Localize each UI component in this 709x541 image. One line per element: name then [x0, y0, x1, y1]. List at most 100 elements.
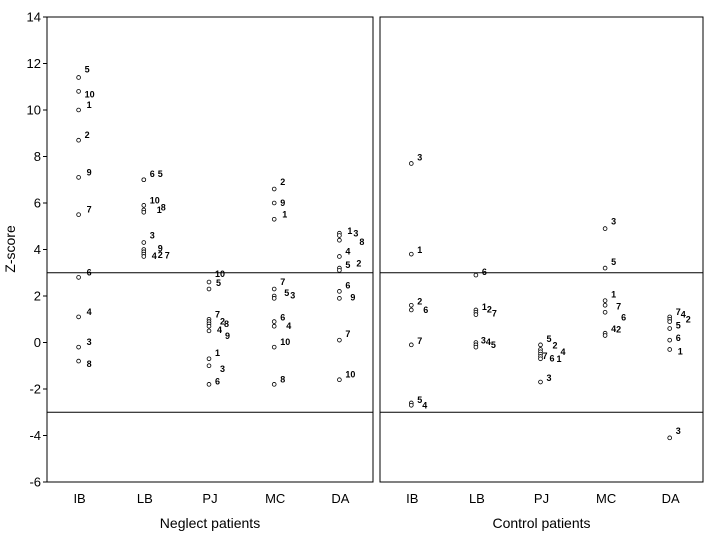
data-point-label: 4 [611, 324, 616, 334]
data-point [141, 210, 147, 215]
data-point [337, 296, 342, 301]
y-tick-label: 10 [27, 103, 41, 118]
data-point [141, 254, 147, 259]
data-point-label: 9 [280, 198, 285, 208]
data-point [473, 312, 479, 317]
data-point-label: 1 [282, 209, 287, 219]
data-point [473, 272, 479, 278]
y-tick-label: 6 [34, 196, 41, 211]
data-point-label: 7 [616, 301, 621, 311]
data-point-label: 4 [87, 307, 92, 317]
data-point [206, 363, 212, 369]
data-point-label: 1 [157, 205, 162, 215]
data-point [602, 265, 608, 271]
data-point-label: 1 [215, 348, 220, 358]
plot-frame [46, 16, 374, 483]
data-point [271, 216, 277, 222]
data-point-label: 2 [616, 325, 621, 335]
y-tick-label: 8 [34, 149, 41, 164]
data-point-label: 10 [150, 195, 160, 205]
data-point-label: 10 [215, 269, 225, 279]
data-point-label: 2 [220, 317, 225, 327]
data-point [271, 319, 277, 324]
data-point-label: 1 [678, 346, 683, 356]
data-point-label: 1 [482, 302, 487, 312]
data-point [206, 323, 212, 329]
data-point-label: 1 [417, 245, 422, 255]
data-point [76, 212, 81, 217]
data-point [538, 342, 543, 348]
data-point-label: 6 [87, 267, 92, 277]
data-point [337, 289, 342, 294]
data-point [76, 344, 81, 350]
data-point [602, 309, 608, 315]
data-point-label: 7 [417, 336, 422, 346]
data-point-label: 3 [611, 217, 616, 227]
data-point-label: 3 [87, 337, 92, 347]
x-tick-label-pj: PJ [202, 491, 217, 506]
data-point-label: 3 [417, 152, 422, 162]
data-point [538, 356, 543, 362]
x-tick-label-lb: LB [137, 491, 153, 506]
data-point-label: 4 [422, 400, 427, 410]
data-point [271, 344, 277, 350]
x-tick-label-mc: MC [265, 491, 285, 506]
data-point-label: 7 [492, 309, 497, 319]
data-point [76, 75, 81, 80]
data-point [141, 203, 147, 208]
data-point [206, 356, 212, 362]
data-point-label: 5 [284, 288, 289, 298]
data-point-label: 10 [85, 89, 95, 99]
data-point-label: 4 [152, 251, 157, 261]
data-point-label: 3 [676, 426, 681, 436]
data-point-label: 8 [280, 374, 285, 384]
data-point [76, 314, 81, 320]
data-point-label: 3 [150, 231, 155, 241]
x-tick-label-lb: LB [469, 491, 485, 506]
data-point-label: 9 [350, 292, 355, 302]
data-point-label: 2 [85, 130, 90, 140]
data-point-label: 8 [161, 202, 166, 212]
data-point [408, 302, 414, 308]
data-point-label: 5 [611, 257, 616, 267]
data-point-label: 6 [550, 353, 555, 363]
data-point [602, 333, 608, 338]
data-point [667, 326, 672, 331]
data-point [271, 186, 277, 192]
data-point-label: 5 [345, 260, 350, 270]
data-point [602, 226, 608, 231]
data-point [337, 268, 342, 273]
data-point-label: 7 [345, 329, 350, 339]
data-point-label: 7 [280, 277, 285, 287]
data-point-label: 4 [486, 337, 491, 347]
data-point-label: 8 [224, 319, 229, 329]
data-point-label: 6 [280, 313, 285, 323]
data-point [408, 402, 414, 408]
data-point [76, 89, 81, 94]
data-point [602, 298, 608, 303]
y-tick-label: 2 [34, 289, 41, 304]
data-point [337, 233, 342, 238]
data-point-label: 5 [547, 334, 552, 344]
data-point-label: 9 [87, 167, 92, 177]
data-point [141, 240, 147, 245]
x-tick-label-da: DA [331, 491, 349, 506]
data-point [206, 328, 212, 334]
data-point [271, 382, 277, 387]
data-point-label: 5 [417, 395, 422, 405]
y-tick-label: 0 [34, 335, 41, 350]
data-point [76, 358, 81, 364]
y-tick-label: -2 [29, 382, 41, 397]
data-point-label: 7 [165, 250, 170, 260]
data-point-label: 6 [423, 305, 428, 315]
data-point [206, 382, 212, 387]
data-point-label: 4 [345, 246, 350, 256]
data-point-label: 6 [482, 267, 487, 277]
data-point-label: 2 [553, 340, 558, 350]
data-point-label: 2 [487, 304, 492, 314]
data-point [206, 279, 212, 285]
data-point-label: 1 [347, 226, 352, 236]
data-point-label: 5 [85, 64, 90, 74]
